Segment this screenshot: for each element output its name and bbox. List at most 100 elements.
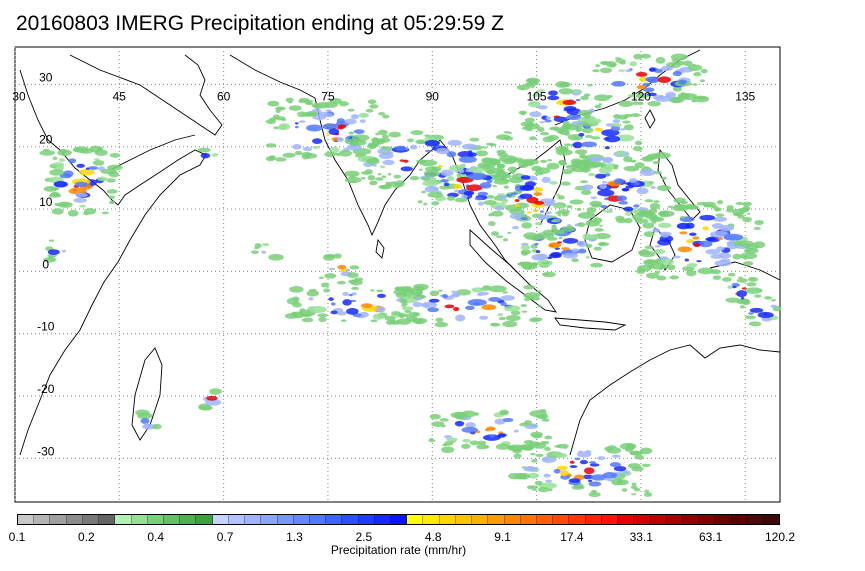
precip-cell: [337, 124, 347, 129]
precip-cell: [741, 287, 747, 290]
precip-cell: [632, 214, 643, 220]
precip-cell: [323, 113, 333, 118]
precip-cell: [488, 296, 501, 302]
precip-cell: [693, 71, 702, 77]
precip-cell: [656, 275, 667, 281]
precip-cell: [350, 299, 357, 303]
precip-cell: [59, 173, 72, 179]
precip-cell: [429, 290, 440, 297]
colorbar-tick-label: 9.1: [494, 530, 511, 544]
precip-cell: [415, 139, 427, 145]
precip-cell: [532, 187, 544, 192]
precip-cell: [329, 98, 343, 104]
precip-cell: [510, 192, 518, 196]
precip-cell: [388, 131, 401, 138]
precip-cell: [446, 195, 455, 201]
colorbar-cell: [618, 515, 635, 524]
precip-cell: [589, 461, 596, 464]
precip-cell: [575, 128, 582, 132]
precip-cell: [516, 84, 530, 91]
precip-cell: [503, 185, 509, 189]
precip-cell: [382, 150, 389, 154]
precip-cell: [106, 189, 118, 194]
precip-cell: [140, 418, 150, 425]
precip-cell: [518, 472, 530, 480]
precip-cell: [466, 184, 483, 192]
precip-cell: [261, 250, 267, 254]
precip-cell: [106, 178, 116, 183]
precip-cell: [585, 243, 593, 249]
precip-cell: [536, 89, 545, 93]
precip-cell: [488, 221, 496, 227]
precip-cell: [502, 320, 518, 328]
precip-cell: [541, 176, 551, 183]
precip-cell: [346, 272, 359, 278]
precip-cell: [200, 152, 211, 159]
precip-cell: [739, 305, 745, 309]
precip-cell: [507, 231, 512, 234]
precip-cell: [427, 179, 437, 185]
precip-cell: [462, 438, 471, 443]
precip-cell: [376, 293, 386, 298]
precip-cell: [108, 201, 115, 204]
precip-cell: [438, 185, 451, 190]
precip-cell: [601, 180, 608, 184]
precip-cell: [62, 249, 67, 253]
precip-cell: [84, 208, 97, 215]
precip-cell: [577, 222, 586, 228]
precip-cell: [427, 307, 440, 313]
precip-cell: [58, 201, 69, 207]
precip-cell: [344, 170, 360, 177]
precip-cell: [561, 123, 572, 130]
precip-cell: [566, 225, 574, 229]
colorbar-cell: [342, 515, 359, 524]
precip-cell: [740, 297, 745, 300]
precip-cell: [496, 149, 507, 155]
precip-cell: [553, 115, 560, 118]
precip-cell: [488, 213, 494, 217]
precip-cell: [520, 175, 531, 180]
precip-cell: [643, 231, 655, 237]
precip-cell: [705, 249, 721, 255]
precip-cell: [646, 264, 654, 268]
precip-cell: [715, 213, 725, 217]
precip-cell: [474, 196, 483, 201]
precip-cell: [642, 222, 655, 229]
precip-cell: [746, 282, 757, 287]
precip-cell: [277, 124, 287, 131]
coastline-sri-lanka: [375, 238, 385, 259]
precip-cell: [577, 211, 596, 219]
precip-cell: [529, 410, 547, 418]
precip-cell: [351, 286, 360, 290]
precip-cell: [622, 470, 630, 475]
precip-cell: [407, 138, 414, 143]
precip-cell: [52, 162, 65, 168]
precip-cell: [475, 150, 488, 157]
precip-cell: [495, 205, 504, 211]
precip-cell: [500, 301, 507, 307]
precip-cell: [689, 232, 697, 236]
precip-cell: [747, 212, 751, 215]
precip-cell: [742, 261, 754, 266]
precip-cell: [457, 164, 466, 168]
colorbar-cell: [391, 515, 408, 524]
precip-cell: [551, 224, 557, 228]
precip-cell: [736, 290, 748, 298]
precip-cell: [93, 158, 100, 161]
precip-cell: [375, 132, 380, 136]
colorbar-tick-label: 63.1: [698, 530, 723, 544]
precip-cell: [461, 194, 469, 199]
precip-cell: [532, 93, 542, 98]
precip-cell: [532, 442, 547, 449]
precip-cell: [580, 95, 589, 101]
precip-cell: [629, 159, 637, 163]
precip-cell: [302, 146, 313, 152]
precip-cell: [490, 323, 501, 327]
precip-cell: [593, 246, 602, 251]
precip-cell: [316, 101, 330, 109]
precip-cell: [50, 191, 60, 197]
precip-cell: [537, 304, 542, 308]
colorbar-cell: [699, 515, 716, 524]
precip-cell: [446, 437, 458, 442]
colorbar-tick-label: 0.4: [147, 530, 165, 544]
